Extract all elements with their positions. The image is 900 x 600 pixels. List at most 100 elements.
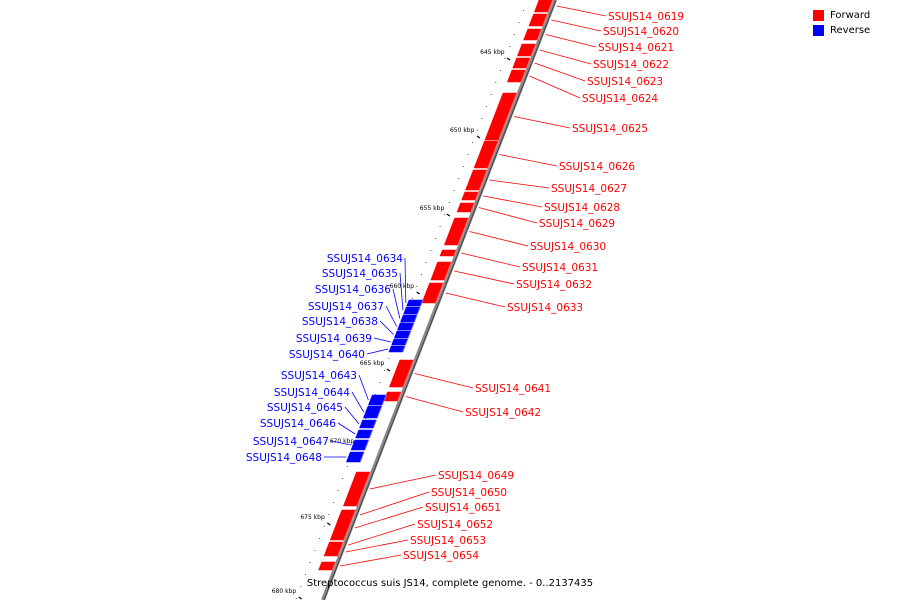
legend-forward-label: Forward bbox=[830, 10, 871, 21]
gene-forward-shade bbox=[457, 217, 470, 246]
gene-label-forward: SSUJS14_0631 bbox=[522, 262, 598, 274]
gene-forward-shade bbox=[487, 140, 500, 169]
gene-label-reverse: SSUJS14_0648 bbox=[246, 452, 322, 464]
scale-dot bbox=[499, 70, 501, 71]
gene-leader-line bbox=[404, 257, 407, 304]
scale-dot bbox=[416, 286, 418, 287]
tick-mark bbox=[506, 57, 511, 61]
gene-label-forward: SSUJS14_0654 bbox=[403, 550, 479, 562]
reverse-swatch bbox=[813, 25, 824, 36]
gene-reverse-shade bbox=[372, 419, 378, 429]
scale-dot bbox=[509, 46, 511, 47]
gene-forward bbox=[342, 471, 371, 507]
gene-leader-line bbox=[359, 491, 430, 516]
gene-reverse-shade bbox=[364, 439, 370, 451]
gene-leader-line bbox=[337, 422, 356, 435]
gene-reverse bbox=[397, 322, 415, 331]
gene-leader-line bbox=[379, 320, 394, 335]
gene-leader-line bbox=[545, 34, 597, 48]
tick-mark bbox=[416, 291, 420, 295]
scale-dot bbox=[421, 274, 423, 275]
gene-leader-line bbox=[348, 523, 416, 546]
tick-label: 665 kbp bbox=[360, 360, 385, 367]
legend-reverse-label: Reverse bbox=[830, 25, 871, 36]
scale-dot bbox=[337, 490, 339, 491]
gene-reverse-shade bbox=[381, 394, 387, 406]
scale-dot bbox=[365, 418, 367, 419]
gene-reverse bbox=[355, 429, 374, 439]
gene-reverse-shade bbox=[376, 405, 383, 419]
scale-dot bbox=[476, 130, 478, 131]
scale-dot bbox=[379, 382, 381, 383]
scale-dot bbox=[444, 214, 446, 215]
gene-label-forward: SSUJS14_0629 bbox=[539, 218, 615, 230]
gene-forward-shade bbox=[337, 547, 342, 557]
gene-leader-line bbox=[385, 305, 398, 327]
gene-label-forward: SSUJS14_0650 bbox=[431, 487, 507, 499]
gene-forward bbox=[461, 191, 480, 201]
gene-forward bbox=[512, 57, 531, 69]
scale-dot bbox=[425, 262, 427, 263]
scale-dot bbox=[490, 94, 492, 95]
gene-label-reverse: SSUJS14_0638 bbox=[302, 316, 378, 328]
gene-forward-shade bbox=[331, 561, 337, 571]
tick-label: 670 kbp bbox=[330, 438, 355, 445]
scale-dot bbox=[504, 58, 506, 59]
gene-leader-line bbox=[461, 252, 521, 268]
gene-forward bbox=[443, 217, 470, 246]
legend-forward: Forward bbox=[810, 8, 900, 23]
tick-label: 675 kbp bbox=[300, 514, 325, 521]
gene-leader-line bbox=[340, 554, 402, 567]
scale-dot bbox=[374, 394, 376, 395]
gene-forward-shade bbox=[542, 13, 549, 27]
scale-dot bbox=[305, 574, 307, 575]
tick-label: 655 kbp bbox=[420, 205, 445, 212]
gene-reverse bbox=[400, 314, 418, 323]
gene-leader-line bbox=[469, 231, 529, 247]
tick-mark bbox=[476, 135, 481, 139]
gene-leader-line bbox=[499, 154, 558, 167]
gene-reverse bbox=[368, 394, 387, 406]
tick-label: 645 kbp bbox=[480, 49, 505, 56]
gene-label-forward: SSUJS14_0652 bbox=[417, 519, 493, 531]
scale-dot bbox=[481, 118, 483, 119]
gene-forward-shade bbox=[343, 515, 355, 541]
gene-leader-line bbox=[556, 5, 607, 17]
gene-leader-line bbox=[414, 373, 474, 389]
scale-dot bbox=[332, 502, 334, 503]
gene-reverse-shade bbox=[407, 330, 412, 339]
gene-leader-line bbox=[405, 396, 464, 413]
gene-leader-line bbox=[344, 406, 360, 425]
scale-dot bbox=[448, 202, 450, 203]
gene-leader-line bbox=[330, 440, 352, 446]
gene-leader-line bbox=[454, 270, 515, 285]
gene-forward bbox=[473, 140, 499, 169]
gene-leader-line bbox=[539, 49, 592, 65]
gene-label-forward: SSUJS14_0622 bbox=[593, 59, 669, 71]
gene-leader-line bbox=[354, 506, 424, 529]
scale-dot bbox=[523, 10, 525, 11]
gene-leader-line bbox=[351, 391, 365, 413]
scale-dot bbox=[518, 22, 520, 23]
gene-label-forward: SSUJS14_0651 bbox=[425, 502, 501, 514]
tick-mark bbox=[446, 213, 451, 217]
gene-label-forward: SSUJS14_0633 bbox=[507, 302, 583, 314]
gene-forward-shade bbox=[340, 541, 345, 549]
tick-mark bbox=[326, 522, 331, 526]
gene-forward-shade bbox=[402, 359, 415, 388]
gene-reverse-shade bbox=[368, 429, 374, 439]
gene-forward-shade bbox=[444, 261, 453, 281]
gene-label-reverse: SSUJS14_0636 bbox=[315, 284, 391, 296]
gene-forward bbox=[388, 359, 415, 388]
gene-forward bbox=[323, 547, 342, 557]
gene-label-reverse: SSUJS14_0640 bbox=[289, 349, 365, 361]
gene-reverse bbox=[359, 419, 377, 429]
gene-label-reverse: SSUJS14_0644 bbox=[274, 387, 350, 399]
scale-dot bbox=[402, 322, 404, 323]
gene-forward bbox=[318, 561, 337, 571]
gene-forward bbox=[533, 0, 554, 13]
gene-label-reverse: SSUJS14_0635 bbox=[322, 268, 398, 280]
gene-label-reverse: SSUJS14_0643 bbox=[281, 370, 357, 382]
gene-label-forward: SSUJS14_0649 bbox=[438, 470, 514, 482]
gene-reverse-shade bbox=[359, 451, 365, 463]
